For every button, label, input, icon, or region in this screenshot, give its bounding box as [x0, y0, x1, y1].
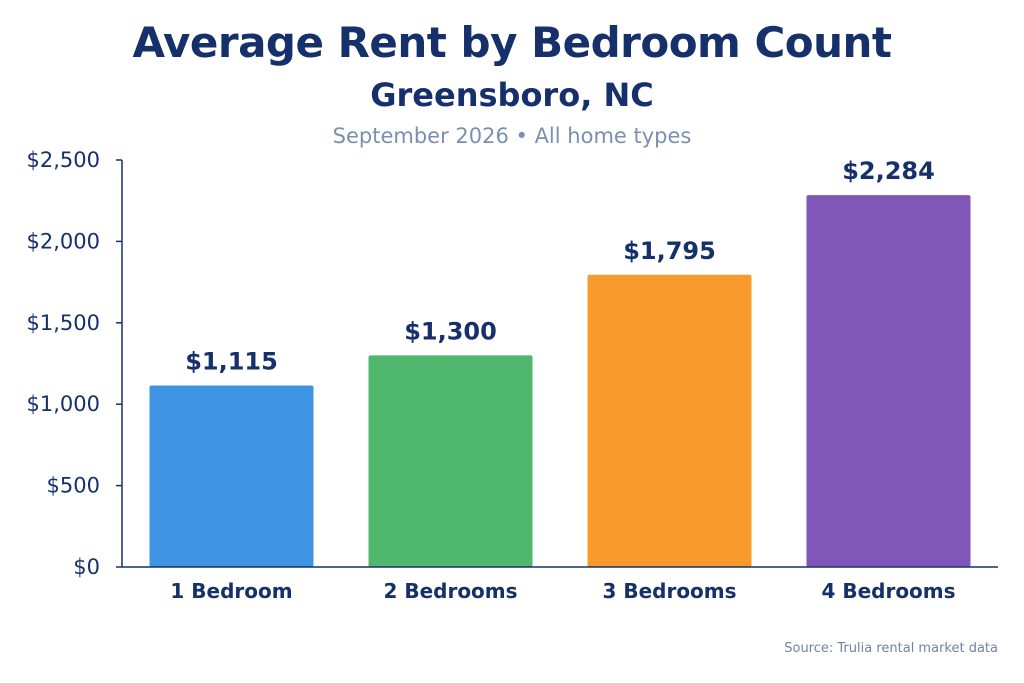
chart-caption: September 2026 • All home types — [332, 124, 692, 148]
chart-subtitle: Greensboro, NC — [370, 76, 654, 114]
bar — [587, 274, 752, 567]
bar — [149, 385, 314, 567]
x-category-label: 4 Bedrooms — [821, 579, 955, 603]
bar — [368, 355, 533, 567]
y-tick-label: $500 — [47, 474, 100, 498]
bar-value-label: $1,300 — [404, 317, 497, 345]
bar-value-label: $1,795 — [623, 237, 716, 265]
source-note: Source: Trulia rental market data — [784, 641, 998, 656]
x-category-label: 1 Bedroom — [170, 579, 292, 603]
bar-value-label: $1,115 — [185, 347, 278, 375]
bar-value-label: $2,284 — [842, 157, 935, 185]
y-tick-label: $2,000 — [27, 229, 100, 253]
y-tick-label: $0 — [73, 555, 100, 579]
bar — [806, 195, 971, 567]
y-tick-label: $2,500 — [27, 148, 100, 172]
x-category-label: 3 Bedrooms — [602, 579, 736, 603]
y-tick-label: $1,000 — [27, 392, 100, 416]
y-tick-label: $1,500 — [27, 311, 100, 335]
chart-title: Average Rent by Bedroom Count — [132, 18, 892, 67]
x-category-label: 2 Bedrooms — [383, 579, 517, 603]
